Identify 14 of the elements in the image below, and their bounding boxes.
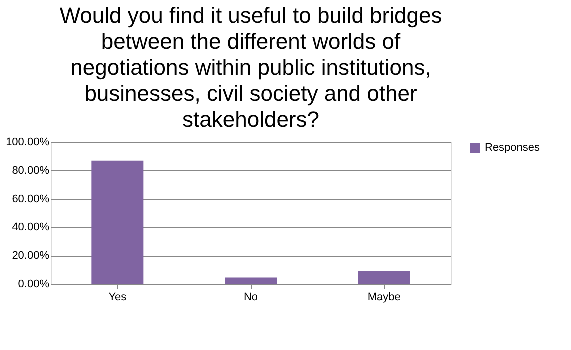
y-tick-label: 60.00% [12,193,50,206]
x-tick-label: Yes [108,292,128,304]
x-tick-label: No [244,292,258,304]
bar [92,160,144,284]
bar [358,271,410,284]
bar [225,278,277,284]
y-tick-label: 100.00% [6,136,50,148]
y-tick-label: 0.00% [18,278,50,290]
y-tick-label: 20.00% [12,250,50,262]
y-tick-label: 40.00% [12,222,50,234]
x-tick-label: Maybe [368,292,401,304]
chart-title: Would you find it useful to build bridges between the different worlds of negotiations within public institutions, businesses, civil society and other stakeholders? [60,3,442,132]
legend-label: Responses [485,142,541,154]
y-tick-label: 80.00% [12,164,50,177]
